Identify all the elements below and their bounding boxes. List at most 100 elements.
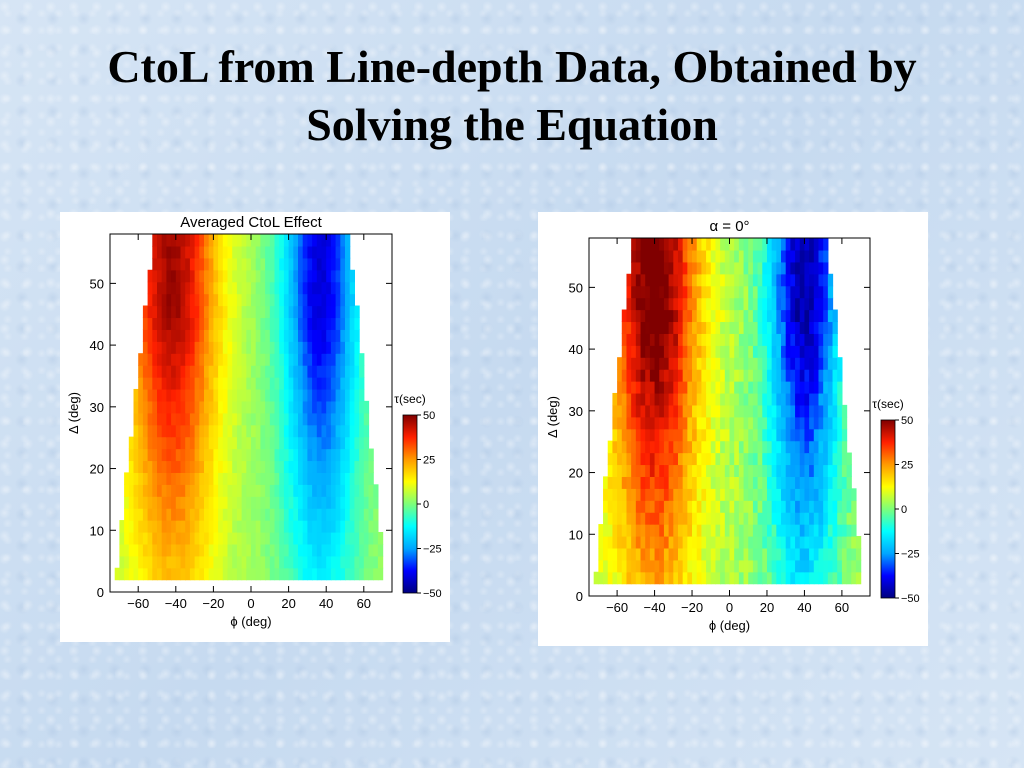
heatmap-cell bbox=[171, 365, 177, 378]
heatmap-cell bbox=[288, 412, 294, 426]
heatmap-cell bbox=[743, 524, 749, 537]
heatmap-cell bbox=[269, 269, 276, 283]
heatmap-cell bbox=[260, 329, 266, 342]
heatmap-cell bbox=[785, 261, 791, 275]
heatmap-cell bbox=[189, 329, 196, 342]
heatmap-cell bbox=[715, 416, 721, 430]
heatmap-cell bbox=[157, 245, 163, 259]
heatmap-cell bbox=[659, 535, 665, 549]
heatmap-cell bbox=[673, 297, 679, 311]
heatmap-cell bbox=[241, 365, 247, 378]
heatmap-cell bbox=[255, 329, 261, 342]
heatmap-cell bbox=[142, 388, 149, 402]
heatmap-cell bbox=[340, 567, 346, 581]
heatmap-cell bbox=[771, 261, 777, 275]
heatmap-cell bbox=[781, 238, 787, 251]
heatmap-cell bbox=[785, 404, 791, 418]
heatmap-cell bbox=[790, 249, 796, 263]
heatmap-cell bbox=[236, 520, 243, 533]
heatmap-cell bbox=[729, 345, 735, 358]
heatmap-cell bbox=[720, 464, 726, 477]
heatmap-cell bbox=[218, 269, 224, 283]
heatmap-cell bbox=[790, 345, 796, 358]
heatmap-cell bbox=[161, 388, 167, 402]
heatmap-cell bbox=[189, 400, 196, 414]
heatmap-cell bbox=[194, 293, 200, 307]
heatmap-cell bbox=[189, 281, 196, 295]
heatmap-cell bbox=[171, 484, 177, 497]
heatmap-cell bbox=[204, 400, 210, 414]
heatmap-cell bbox=[823, 535, 829, 549]
heatmap-cell bbox=[316, 400, 323, 414]
heatmap-cell bbox=[682, 273, 688, 287]
heatmap-cell bbox=[827, 309, 834, 323]
heatmap-cell bbox=[827, 452, 834, 466]
heatmap-cell bbox=[283, 400, 290, 414]
heatmap-cell bbox=[771, 535, 777, 549]
heatmap-cell bbox=[222, 567, 229, 581]
heatmap-cell bbox=[260, 555, 266, 569]
heatmap-cell bbox=[161, 448, 167, 462]
heatmap-cell bbox=[720, 238, 726, 251]
heatmap-cell bbox=[724, 512, 731, 525]
heatmap-cell bbox=[790, 404, 796, 418]
heatmap-cell bbox=[776, 416, 782, 430]
heatmap-cell bbox=[222, 484, 229, 497]
heatmap-cell bbox=[804, 381, 810, 394]
heatmap-cell bbox=[776, 345, 782, 358]
heatmap-cell bbox=[790, 392, 796, 406]
heatmap-cell bbox=[152, 484, 158, 497]
heatmap-cell bbox=[345, 484, 351, 497]
heatmap-cell bbox=[804, 488, 810, 501]
heatmap-cell bbox=[232, 388, 238, 402]
heatmap-cell bbox=[734, 512, 740, 525]
heatmap-cell bbox=[720, 571, 726, 585]
heatmap-cell bbox=[649, 547, 656, 561]
heatmap-cell bbox=[208, 245, 214, 259]
heatmap-cell bbox=[246, 484, 252, 497]
heatmap-cell bbox=[668, 381, 674, 394]
heatmap-cell bbox=[274, 543, 280, 557]
heatmap-cell bbox=[809, 559, 815, 573]
heatmap-cell bbox=[743, 440, 749, 454]
heatmap-cell bbox=[799, 416, 806, 430]
heatmap-cell bbox=[766, 404, 773, 418]
heatmap-cell bbox=[766, 488, 773, 501]
heatmap-cell bbox=[617, 357, 623, 370]
heatmap-cell bbox=[692, 392, 698, 406]
heatmap-cell bbox=[621, 321, 628, 334]
heatmap-cell bbox=[194, 329, 200, 342]
heatmap-cell bbox=[766, 416, 773, 430]
heatmap-cell bbox=[171, 460, 177, 473]
heatmap-cell bbox=[354, 520, 360, 533]
heatmap-cell bbox=[152, 520, 158, 533]
heatmap-cell bbox=[734, 464, 740, 477]
heatmap-cell bbox=[720, 369, 726, 382]
heatmap-cell bbox=[696, 428, 702, 442]
heatmap-cell bbox=[265, 341, 271, 354]
heatmap-cell bbox=[635, 321, 642, 334]
heatmap-cell bbox=[738, 512, 745, 525]
heatmap-cell bbox=[687, 500, 693, 513]
heatmap-cell bbox=[222, 305, 229, 319]
heatmap-cell bbox=[232, 436, 238, 450]
heatmap-cell bbox=[635, 261, 642, 275]
heatmap-cell bbox=[279, 257, 285, 271]
heatmap-cell bbox=[298, 460, 304, 473]
heatmap-cell bbox=[171, 269, 177, 283]
heatmap-cell bbox=[236, 460, 243, 473]
heatmap-cell bbox=[335, 520, 341, 533]
heatmap-cell bbox=[617, 416, 623, 430]
heatmap-cell bbox=[687, 309, 693, 323]
heatmap-cell bbox=[701, 309, 707, 323]
heatmap-cell bbox=[208, 341, 214, 354]
heatmap-cell bbox=[706, 476, 712, 489]
heatmap-cell bbox=[171, 508, 177, 521]
heatmap-cell bbox=[142, 341, 149, 354]
heatmap-cell bbox=[659, 357, 665, 370]
heatmap-cell bbox=[645, 404, 651, 418]
heatmap-cell bbox=[288, 234, 294, 247]
heatmap-cell bbox=[748, 333, 754, 346]
heatmap-cell bbox=[251, 365, 257, 378]
heatmap-cell bbox=[659, 404, 665, 418]
